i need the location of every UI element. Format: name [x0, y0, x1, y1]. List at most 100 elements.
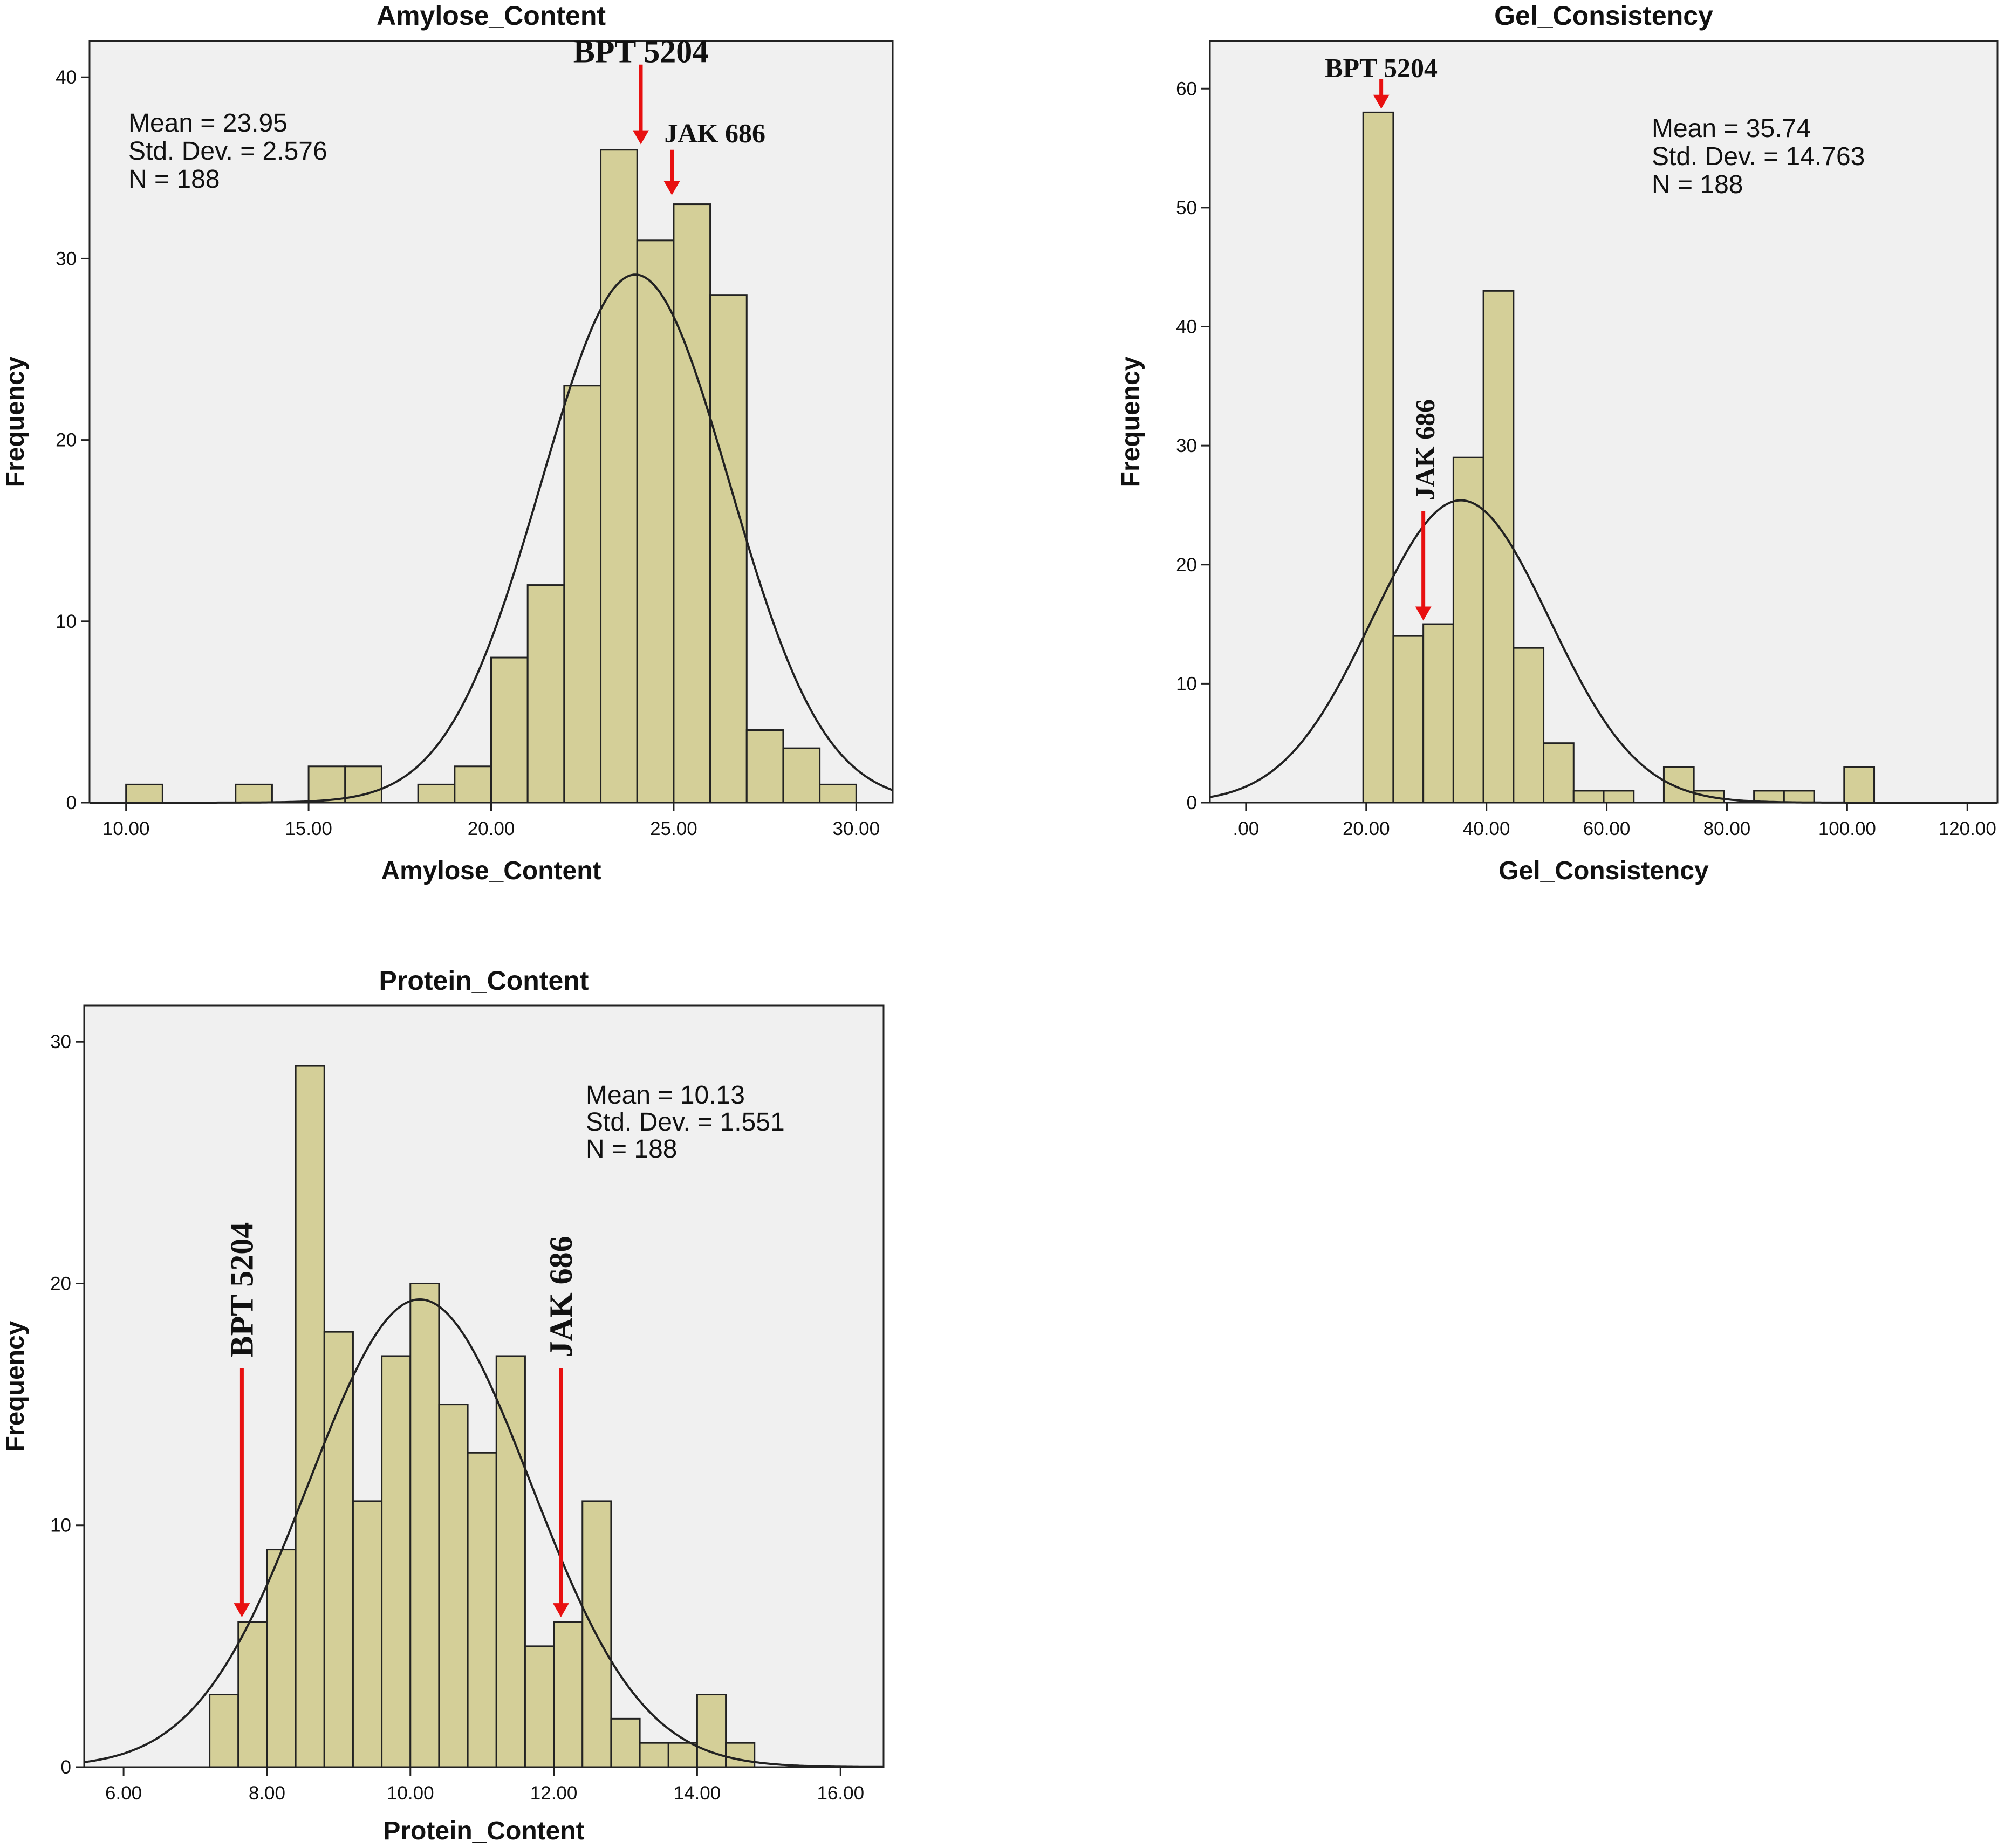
y-tick-label: 10 [56, 611, 77, 632]
stats-mean: Mean = 10.13 [586, 1081, 745, 1110]
histogram-bar [237, 1621, 268, 1768]
stats-mean: Mean = 23.95 [128, 109, 288, 138]
x-tick-label: 10.00 [387, 1783, 434, 1804]
histogram-bar [323, 1331, 354, 1768]
marker-label: BPT 5204 [573, 34, 709, 70]
stats-std-dev: Std. Dev. = 14.763 [1652, 142, 1865, 171]
histogram-bar [352, 1500, 383, 1768]
y-tick-label: 10 [1176, 673, 1197, 694]
marker-arrow-head [632, 130, 649, 145]
histogram-bar [1482, 290, 1515, 804]
chart-title: Amylose_Content [377, 1, 606, 31]
y-tick-label: 60 [1176, 78, 1197, 99]
histogram-bar [490, 656, 529, 804]
y-tick-label: 10 [50, 1515, 71, 1536]
plot-area [1209, 40, 1999, 804]
x-tick-label: 100.00 [1818, 818, 1876, 839]
marker-arrow-head [234, 1603, 250, 1618]
chart-title: Protein_Content [379, 966, 589, 996]
stats-n: N = 188 [586, 1135, 677, 1163]
annotation-marker: JAK 686 [543, 1236, 579, 1618]
annotation-marker: JAK 686 [663, 118, 766, 195]
y-tick-label: 50 [1176, 197, 1197, 218]
annotation-marker: BPT 5204 [1325, 53, 1438, 109]
histogram-bar [454, 765, 492, 804]
x-tick-label: 10.00 [102, 818, 150, 839]
normal-curve [84, 1298, 884, 1768]
histogram-bar [1603, 790, 1635, 804]
x-axis-title: Gel_Consistency [1498, 857, 1709, 885]
y-tick-label: 0 [1187, 792, 1197, 813]
histogram-bar [1783, 790, 1815, 804]
marker-label: JAK 686 [543, 1236, 579, 1357]
histogram-bar [1572, 790, 1605, 804]
x-axis-title: Protein_Content [383, 1817, 584, 1845]
histogram-bar [563, 385, 602, 804]
x-tick-label: 20.00 [468, 818, 515, 839]
y-tick-label: 20 [56, 430, 77, 451]
histogram-bar [1843, 766, 1876, 804]
stats-std-dev: Std. Dev. = 1.551 [586, 1108, 785, 1137]
y-axis-title: Frequency [1, 356, 30, 487]
histogram-bar [438, 1404, 469, 1768]
x-tick-label: 20.00 [1343, 818, 1390, 839]
annotation-marker: BPT 5204 [573, 34, 709, 145]
x-tick-label: 80.00 [1703, 818, 1751, 839]
amylose-content-histogram: Amylose_Content Amylose_Content Frequenc… [1, 1, 894, 885]
histogram-bar [1362, 111, 1394, 804]
x-tick-label: 16.00 [817, 1783, 864, 1804]
marker-arrow-head [552, 1603, 569, 1618]
marker-arrow-head [663, 181, 680, 195]
histogram-bar [295, 1065, 325, 1768]
histogram-bar [266, 1549, 297, 1768]
stats-mean: Mean = 35.74 [1652, 114, 1811, 143]
marker-label: BPT 5204 [1325, 53, 1438, 83]
x-tick-label: .00 [1233, 818, 1260, 839]
protein-content-histogram: Protein_Content Protein_Content Frequenc… [1, 966, 885, 1845]
marker-arrow-head [1415, 606, 1432, 621]
annotation-marker: JAK 686 [1410, 399, 1440, 621]
histogram-bar [409, 1282, 440, 1768]
y-tick-label: 40 [1176, 317, 1197, 338]
histogram-bar [600, 149, 638, 804]
histogram-bar [709, 294, 748, 804]
histogram-bar [745, 729, 784, 804]
histogram-bar [235, 783, 273, 804]
histogram-bars [125, 149, 857, 804]
marker-label: BPT 5204 [224, 1222, 259, 1358]
chart-title: Gel_Consistency [1494, 1, 1713, 31]
y-tick-label: 20 [50, 1273, 71, 1294]
histogram-bar [639, 1742, 669, 1768]
y-tick-label: 0 [61, 1757, 71, 1778]
histogram-bar [667, 1742, 698, 1768]
histogram-bar [125, 783, 163, 804]
x-tick-label: 14.00 [674, 1783, 721, 1804]
stats-n: N = 188 [128, 165, 220, 194]
x-tick-label: 25.00 [650, 818, 697, 839]
histogram-bar [819, 783, 857, 804]
histogram-bar [553, 1621, 584, 1768]
y-axis-title: Frequency [1117, 356, 1145, 487]
x-tick-label: 6.00 [105, 1783, 142, 1804]
histogram-bar [1662, 766, 1695, 804]
histogram-bar [1392, 635, 1425, 804]
x-tick-label: 30.00 [833, 818, 880, 839]
histogram-bar [209, 1694, 239, 1768]
histogram-bar [526, 584, 565, 804]
y-tick-label: 30 [50, 1031, 71, 1052]
histogram-bar [417, 783, 456, 804]
histogram-bar [524, 1645, 555, 1768]
marker-label: JAK 686 [665, 118, 766, 148]
histogram-bar [725, 1742, 756, 1768]
histogram-bar [636, 239, 675, 804]
histogram-bar [307, 765, 346, 804]
y-tick-label: 40 [56, 67, 77, 88]
histogram-bar [381, 1355, 412, 1768]
marker-label: JAK 686 [1410, 399, 1440, 501]
stats-n: N = 188 [1652, 170, 1743, 199]
x-tick-label: 8.00 [249, 1783, 285, 1804]
x-tick-label: 60.00 [1583, 818, 1631, 839]
histogram-bar [1543, 742, 1575, 804]
histogram-bar [1422, 623, 1454, 804]
